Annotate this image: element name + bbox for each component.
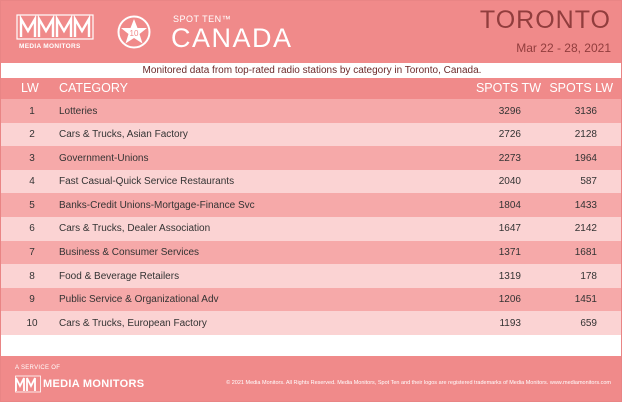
copyright-notice: © 2021 Media Monitors. All Rights Reserv…	[226, 380, 611, 386]
spots-lw-cell: 178	[580, 270, 597, 282]
table-row: 5 Banks-Credit Unions-Mortgage-Finance S…	[1, 193, 621, 217]
table-row: 3 Government-Unions 2273 1964	[1, 146, 621, 170]
date-range: Mar 22 - 28, 2021	[516, 41, 611, 55]
col-header-spots-lw: SPOTS LW	[549, 81, 613, 95]
rank-cell: 7	[29, 247, 35, 259]
spots-lw-cell: 587	[580, 176, 597, 188]
media-monitors-logo: MEDIA MONITORS	[15, 11, 99, 51]
header-banner: MEDIA MONITORS 10 SPOT TEN™ CANADA TORON…	[1, 1, 621, 63]
category-cell: Lotteries	[59, 105, 98, 117]
category-cell: Government-Unions	[59, 152, 149, 164]
report-subtitle: Monitored data from top-rated radio stat…	[142, 65, 482, 76]
table-row: 2 Cars & Trucks, Asian Factory 2726 2128	[1, 122, 621, 147]
spots-lw-cell: 1681	[574, 247, 597, 259]
footer-logo: MEDIA MONITORS	[15, 375, 185, 395]
rank-cell: 4	[29, 176, 35, 188]
spots-lw-cell: 3136	[574, 105, 597, 117]
rank-cell: 8	[29, 270, 35, 282]
rank-cell: 5	[29, 199, 35, 211]
spots-lw-cell: 1433	[574, 199, 597, 211]
footer-wordmark: MEDIA MONITORS	[43, 378, 145, 390]
category-cell: Public Service & Organizational Adv	[59, 294, 219, 306]
spots-tw-cell: 1804	[498, 199, 521, 211]
table-row: 1 Lotteries 3296 3136	[1, 99, 621, 123]
brand-title: CANADA	[171, 23, 293, 53]
rank-cell: 1	[29, 105, 35, 117]
category-cell: Cars & Trucks, European Factory	[59, 317, 207, 329]
spots-tw-cell: 1193	[499, 317, 521, 329]
rank-cell: 2	[29, 129, 35, 141]
spots-tw-cell: 2040	[498, 176, 521, 188]
rank-cell: 9	[29, 294, 35, 306]
spots-lw-cell: 1451	[574, 294, 597, 306]
table-body: 1 Lotteries 3296 3136 2 Cars & Trucks, A…	[1, 99, 621, 335]
category-cell: Fast Casual-Quick Service Restaurants	[59, 176, 235, 188]
table-header: LW CATEGORY SPOTS TW SPOTS LW	[1, 78, 621, 99]
spots-tw-cell: 2273	[498, 152, 521, 164]
spots-lw-cell: 2142	[574, 223, 597, 235]
star-badge-icon: 10	[117, 15, 151, 49]
spots-tw-cell: 1319	[498, 270, 521, 282]
spots-tw-cell: 1206	[498, 294, 521, 306]
category-cell: Business & Consumer Services	[59, 247, 200, 259]
table-row: 4 Fast Casual-Quick Service Restaurants …	[1, 169, 621, 194]
table-row: 6 Cars & Trucks, Dealer Association 1647…	[1, 216, 621, 241]
category-cell: Banks-Credit Unions-Mortgage-Finance Svc	[59, 199, 255, 211]
badge-number: 10	[130, 29, 139, 38]
service-label: A SERVICE OF	[15, 365, 61, 371]
logo-wordmark: MEDIA MONITORS	[19, 43, 81, 50]
spots-tw-cell: 2726	[498, 129, 521, 141]
city-name: TORONTO	[479, 6, 611, 34]
rank-cell: 6	[29, 223, 35, 235]
rank-cell: 3	[29, 152, 35, 164]
spots-lw-cell: 1964	[574, 152, 597, 164]
brand-small: SPOT TEN™	[173, 14, 232, 24]
table-row: 7 Business & Consumer Services 1371 1681	[1, 240, 621, 265]
spots-tw-cell: 3296	[498, 105, 521, 117]
col-header-category: CATEGORY	[59, 81, 128, 95]
rank-cell: 10	[26, 317, 38, 329]
spots-tw-cell: 1647	[498, 223, 521, 235]
mm-logo-icon	[16, 14, 94, 40]
category-cell: Food & Beverage Retailers	[59, 270, 180, 282]
footer-banner: A SERVICE OF MEDIA MONITORS © 2021 Media…	[1, 356, 621, 401]
spots-lw-cell: 2128	[574, 129, 597, 141]
spots-lw-cell: 659	[580, 317, 597, 329]
mm-footer-logo-icon	[15, 375, 41, 393]
col-header-lw: LW	[21, 81, 39, 95]
category-cell: Cars & Trucks, Asian Factory	[59, 129, 188, 141]
table-row: 8 Food & Beverage Retailers 1319 178	[1, 264, 621, 288]
spots-tw-cell: 1371	[498, 247, 521, 259]
category-cell: Cars & Trucks, Dealer Association	[59, 223, 211, 235]
col-header-spots-tw: SPOTS TW	[475, 81, 541, 95]
table-row: 10 Cars & Trucks, European Factory 1193 …	[1, 311, 621, 335]
table-row: 9 Public Service & Organizational Adv 12…	[1, 287, 621, 312]
